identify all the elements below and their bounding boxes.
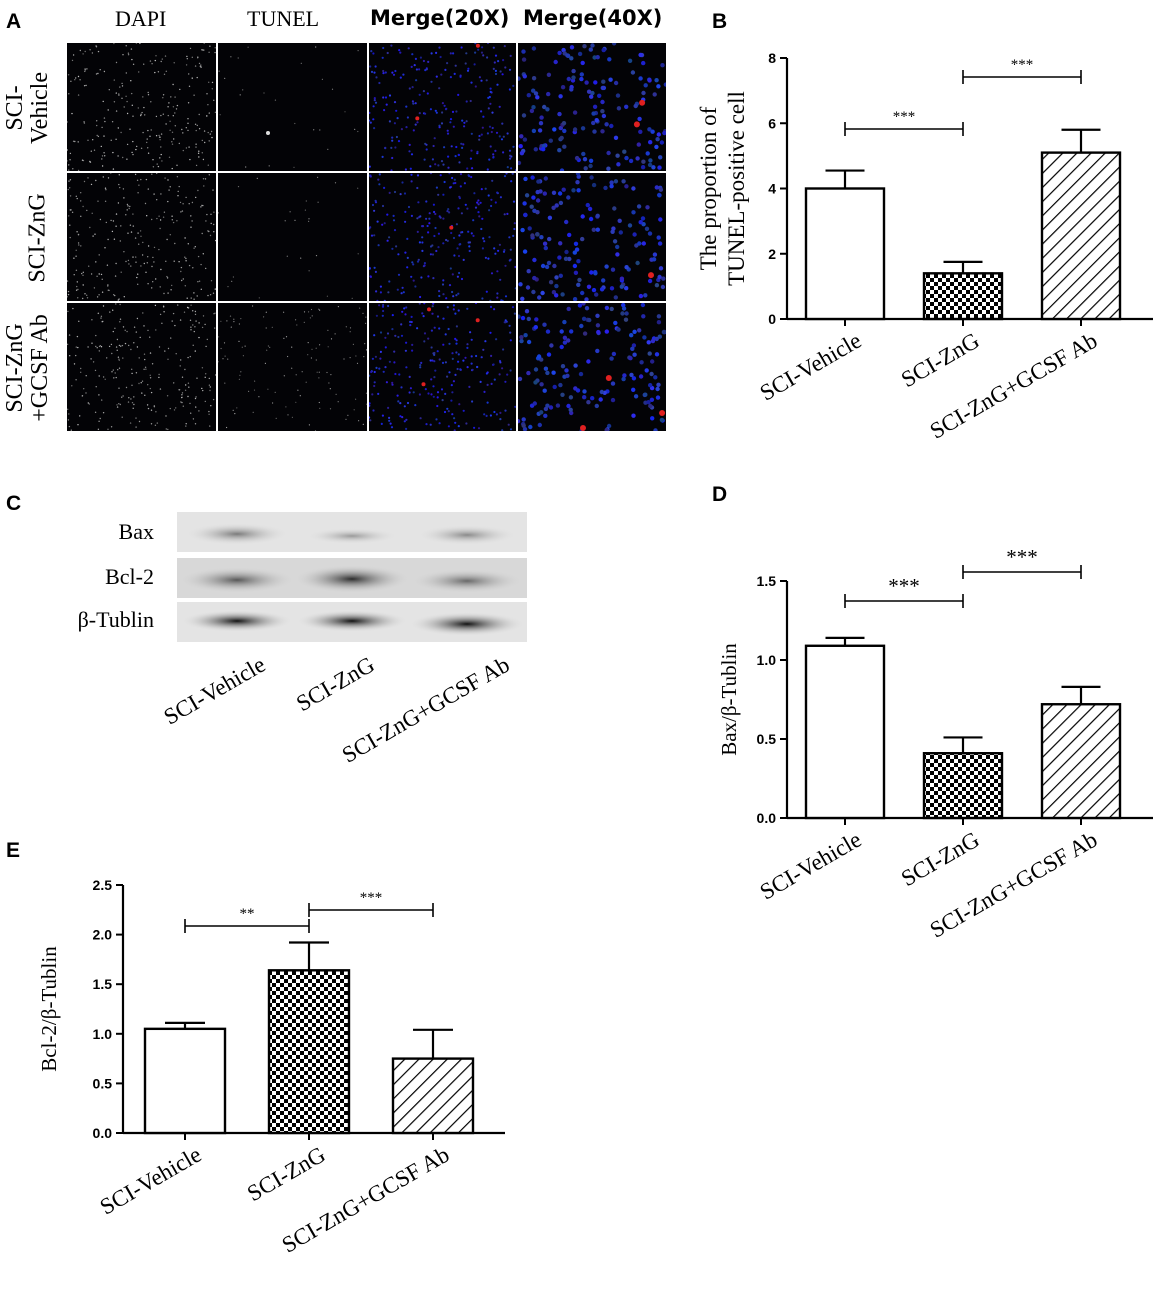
y-tick-label: 2.0 [93, 927, 113, 943]
significance-label: *** [888, 574, 920, 598]
micrograph-dapi [67, 43, 216, 171]
x-tick-label: SCI-Vehicle [96, 1142, 206, 1220]
column-header-merge-40x: Merge(40X) [523, 6, 663, 30]
row-label-sci-zng: SCI-ZnG [24, 193, 51, 283]
micrograph-tunel [218, 173, 367, 301]
x-tick-label: SCI-ZnG [897, 328, 984, 392]
bar [804, 187, 886, 321]
blot-label-bax: Bax [118, 519, 154, 544]
panel-b-letter: B [712, 10, 728, 33]
column-header-dapi: DAPI [115, 6, 167, 31]
blot-band-bcl2 [177, 558, 527, 598]
blot-label-tublin: β-Tublin [77, 607, 154, 632]
column-header-tunel: TUNEL [247, 6, 320, 31]
bar [922, 272, 1004, 321]
x-tick-label: SCI-ZnG [897, 827, 984, 891]
y-tick-label: 1.5 [757, 573, 777, 589]
micrograph-tunel [218, 303, 367, 431]
y-tick-label: 1.5 [93, 976, 113, 992]
micrograph-merge40 [518, 43, 666, 171]
panel-d-letter: D [712, 483, 728, 506]
y-axis-label: Bcl-2/β-Tublin [37, 946, 61, 1072]
y-tick-label: 2.5 [93, 877, 113, 893]
row-label-sci-vehicle: SCI- Vehicle [2, 72, 53, 144]
y-tick-label: 0.0 [93, 1125, 113, 1141]
panel-c-letter: C [6, 492, 22, 515]
bar [804, 644, 886, 820]
micrograph-merge20 [369, 173, 516, 301]
row-label-line: SCI-ZnG [24, 193, 51, 283]
panel-e-letter: E [6, 839, 21, 862]
y-axis-label: Bax/β-Tublin [717, 643, 741, 756]
y-tick-label: 4 [768, 181, 776, 197]
micrograph-merge40 [518, 303, 666, 431]
y-tick-label: 6 [768, 115, 776, 131]
y-tick-label: 1.0 [93, 1026, 113, 1042]
y-tick-label: 8 [768, 50, 776, 66]
significance-label: *** [1011, 57, 1034, 73]
significance-label: *** [360, 890, 383, 906]
bar [143, 1027, 227, 1135]
column-header-merge-20x: Merge(20X) [370, 6, 510, 30]
row-label-line: SCI-ZnG [2, 323, 28, 413]
blot-band-tublin [177, 602, 527, 642]
panel-a-letter: A [6, 10, 22, 33]
significance-label: *** [893, 109, 916, 125]
significance-label: ** [240, 906, 255, 922]
x-tick-label: SCI-ZnG [243, 1142, 330, 1206]
bar [267, 969, 351, 1135]
bar [391, 1057, 475, 1135]
micrograph-tunel [218, 43, 367, 171]
micrograph-dapi [67, 173, 216, 301]
y-tick-label: 0.5 [757, 731, 777, 747]
bar [1040, 703, 1122, 820]
micrograph-dapi [67, 303, 216, 431]
bar [922, 752, 1004, 820]
significance-label: *** [1006, 545, 1038, 569]
bar [1040, 151, 1122, 321]
row-label-line: Vehicle [27, 72, 53, 144]
micrograph-merge20 [369, 43, 516, 171]
y-axis-label: The proportion of [696, 106, 721, 270]
y-tick-label: 2 [768, 246, 776, 262]
y-tick-label: 0.0 [757, 810, 777, 826]
row-label-sci-zng-gcsf: SCI-ZnG +GCSF Ab [2, 314, 53, 422]
row-label-line: +GCSF Ab [27, 314, 53, 422]
chart-tunel-proportion: 0 2 4 6 8 The proportion of TUNEL-positive cel… [696, 50, 1153, 444]
y-tick-label: 0 [768, 311, 776, 327]
micrograph-merge20 [369, 303, 516, 431]
chart-bax-tublin: 0.0 0.5 1.0 1.5 Bax/β-Tublin SCI-Vehicle SCI-Z… [717, 545, 1153, 943]
blot-lane-label: SCI-ZnG [292, 651, 379, 717]
blot-label-bcl2: Bcl-2 [105, 564, 154, 589]
micrograph-merge40 [518, 173, 666, 301]
row-label-line: SCI- [2, 85, 28, 131]
y-axis-label: TUNEL-positive cell [724, 91, 749, 286]
chart-bcl2-tublin: 0.0 0.5 1.0 1.5 2.0 2.5 Bcl-2/β-Tublin SCI-Vehi… [37, 877, 505, 1258]
blot-lane-label: SCI-Vehicle [159, 651, 269, 730]
x-tick-label: SCI-Vehicle [756, 827, 866, 905]
y-tick-label: 0.5 [93, 1075, 113, 1091]
y-tick-label: 1.0 [757, 652, 777, 668]
x-tick-label: SCI-Vehicle [756, 328, 866, 406]
blot-band-bax [177, 512, 527, 552]
